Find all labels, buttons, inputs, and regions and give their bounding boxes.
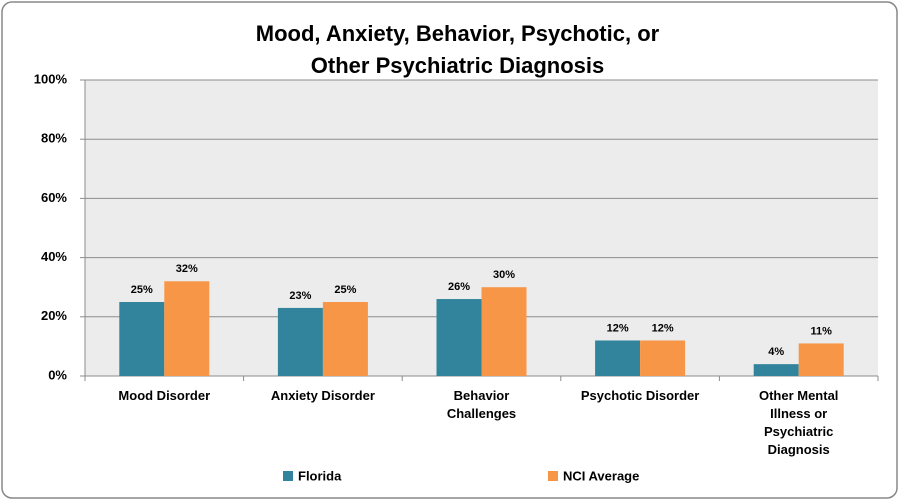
value-label: 26% — [448, 281, 470, 293]
bar — [481, 287, 527, 376]
bar — [119, 302, 165, 376]
bar — [753, 364, 799, 376]
y-tick-label: 80% — [41, 131, 67, 146]
y-tick-label: 0% — [48, 367, 67, 382]
bar — [164, 281, 210, 376]
value-label: 32% — [176, 263, 198, 275]
y-tick-label: 20% — [41, 308, 67, 323]
bar — [595, 340, 641, 376]
value-label: 4% — [768, 346, 784, 358]
value-label: 30% — [493, 269, 515, 281]
x-tick-label: Mood Disorder — [118, 388, 211, 403]
x-tick-label: Behavior Challenges — [446, 388, 517, 421]
y-tick-label: 60% — [41, 190, 67, 205]
value-label: 25% — [334, 284, 356, 296]
x-tick-label: Anxiety Disorder — [270, 388, 375, 403]
bar — [436, 299, 482, 376]
chart-title: Mood, Anxiety, Behavior, Psychotic, or O… — [255, 21, 660, 78]
y-tick-label: 100% — [34, 71, 68, 86]
legend-swatch — [548, 471, 558, 481]
x-tick-label: Other Mental Illness or Psychiatric Diag… — [758, 388, 839, 457]
bar — [798, 343, 844, 376]
value-label: 12% — [652, 322, 674, 334]
bar — [277, 307, 323, 376]
value-label: 11% — [810, 325, 832, 337]
legend-swatch — [283, 471, 293, 481]
value-label: 23% — [289, 290, 311, 302]
legend-label: NCI Average — [563, 468, 639, 483]
value-label: 12% — [607, 322, 629, 334]
bar — [640, 340, 686, 376]
bar — [322, 302, 368, 376]
y-tick-label: 40% — [41, 249, 67, 264]
x-tick-label: Psychotic Disorder — [580, 388, 700, 403]
value-label: 25% — [131, 284, 153, 296]
legend-label: Florida — [298, 468, 342, 483]
